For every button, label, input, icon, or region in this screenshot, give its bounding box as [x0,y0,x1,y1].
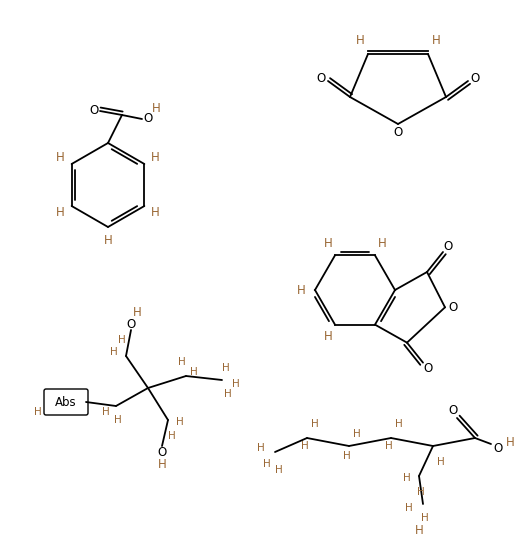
Text: H: H [324,330,332,344]
Text: Abs: Abs [55,395,77,408]
Text: H: H [385,441,393,451]
Text: O: O [493,441,502,454]
Text: H: H [405,503,413,513]
Text: H: H [414,524,423,537]
Text: H: H [118,335,126,345]
Text: H: H [104,234,112,247]
Text: H: H [431,34,440,47]
Text: O: O [444,240,453,253]
Text: H: H [311,419,319,429]
Text: H: H [224,389,232,399]
Text: H: H [437,457,445,467]
Text: H: H [395,419,403,429]
Text: H: H [377,237,386,250]
Text: O: O [393,127,403,140]
Text: H: H [168,431,176,441]
Text: O: O [144,113,153,126]
Text: H: H [56,206,65,219]
Text: H: H [132,307,142,320]
Text: H: H [263,459,271,469]
Text: H: H [301,441,309,451]
Text: O: O [471,71,480,84]
Text: H: H [152,102,161,115]
Text: H: H [275,465,283,475]
Text: O: O [90,104,99,117]
Text: H: H [353,429,361,439]
Text: H: H [178,357,186,367]
Text: H: H [34,407,42,417]
Text: H: H [151,151,160,164]
Text: O: O [316,71,325,84]
Text: O: O [157,445,166,459]
Text: H: H [176,417,184,427]
Text: H: H [421,513,429,523]
FancyBboxPatch shape [44,389,88,415]
Text: H: H [417,487,425,497]
Text: O: O [448,404,457,417]
Text: O: O [423,362,432,375]
Text: H: H [56,151,65,164]
Text: H: H [324,237,332,250]
Text: H: H [114,415,122,425]
Text: H: H [297,283,305,296]
Text: H: H [403,473,411,483]
Text: H: H [232,379,240,389]
Text: H: H [110,347,118,357]
Text: H: H [506,436,515,448]
Text: O: O [126,319,136,332]
Text: H: H [151,206,160,219]
Text: H: H [102,407,110,417]
Text: H: H [257,443,265,453]
Text: H: H [356,34,365,47]
Text: H: H [222,363,230,373]
Text: H: H [190,367,198,377]
Text: O: O [448,301,457,314]
Text: H: H [343,451,351,461]
Text: H: H [157,458,166,471]
